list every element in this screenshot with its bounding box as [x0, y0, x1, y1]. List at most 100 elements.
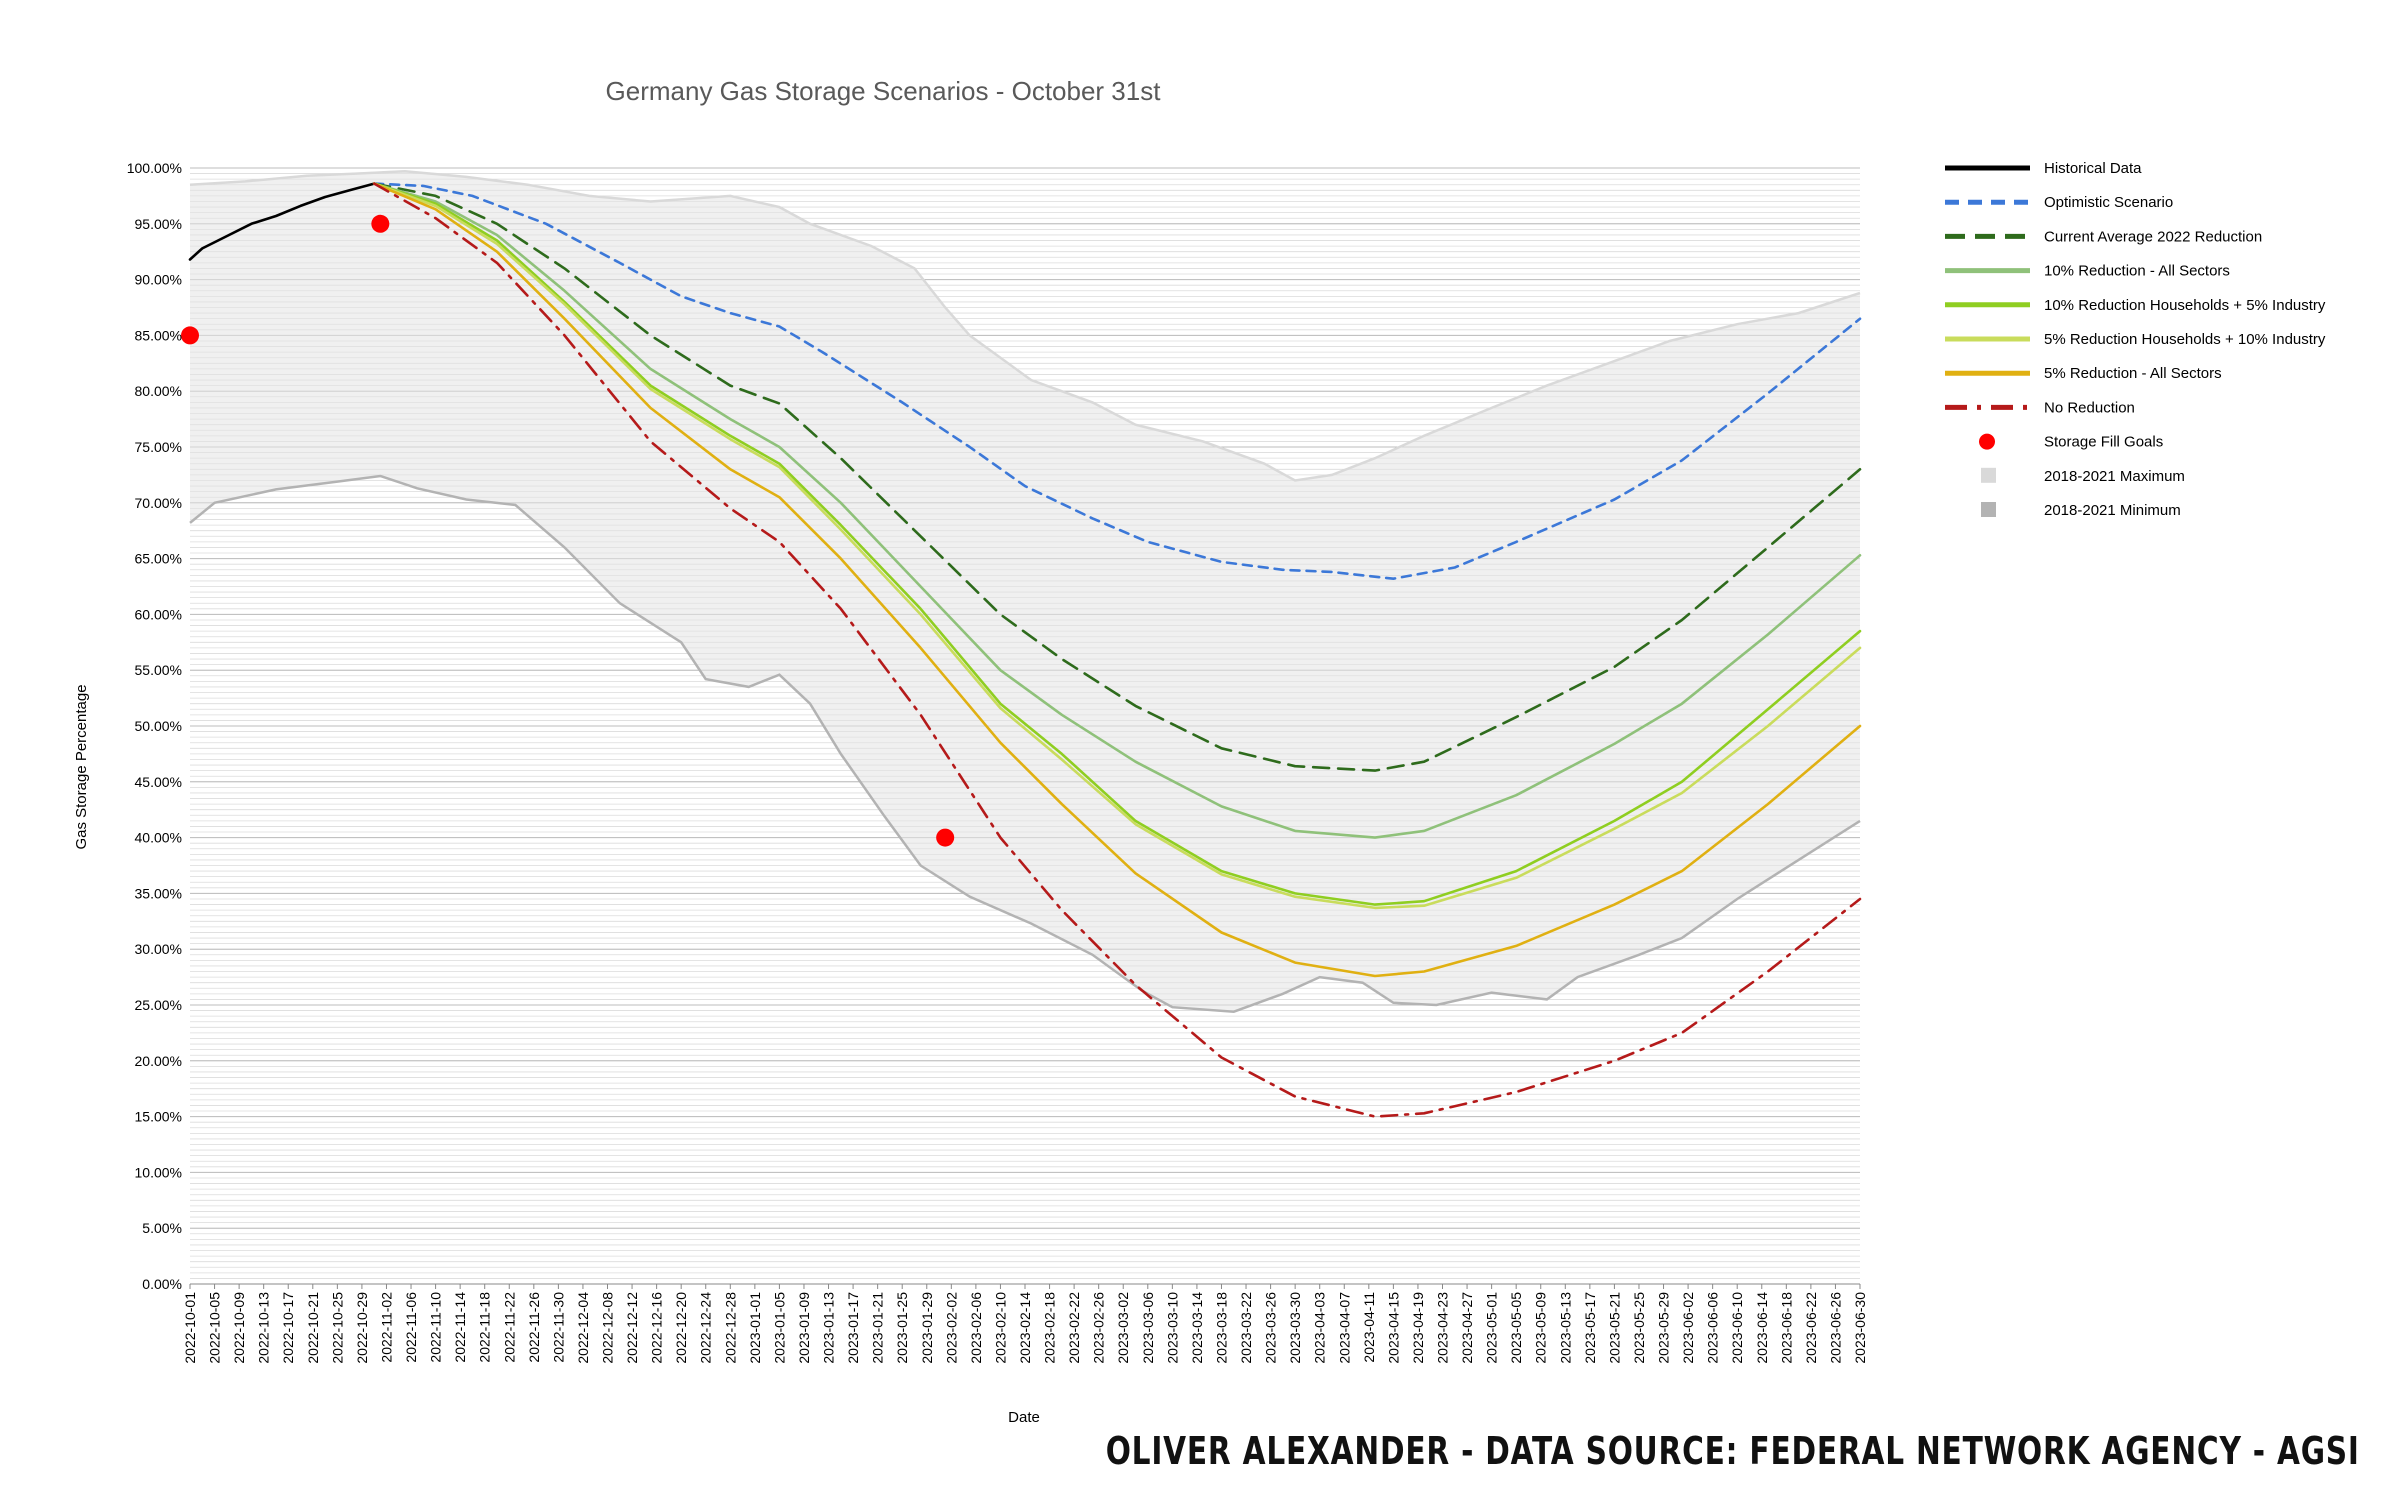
- x-tick-label: 2022-11-18: [477, 1292, 493, 1363]
- x-tick-label: 2023-04-15: [1385, 1292, 1401, 1364]
- x-tick-label: 2023-05-25: [1631, 1292, 1647, 1364]
- x-tick-label: 2022-11-26: [526, 1292, 542, 1363]
- y-tick-label: 100.00%: [127, 160, 182, 176]
- x-tick-label: 2022-11-22: [501, 1292, 517, 1363]
- x-tick-label: 2023-01-01: [747, 1292, 763, 1364]
- marker-layer: [181, 214, 955, 847]
- y-tick-label: 75.00%: [135, 439, 182, 455]
- y-tick-label: 30.00%: [135, 941, 182, 957]
- legend-label: Historical Data: [2044, 160, 2142, 177]
- x-tick-label: 2023-04-11: [1361, 1292, 1377, 1363]
- x-tick-label: 2023-01-13: [821, 1292, 837, 1364]
- y-tick-label: 15.00%: [135, 1109, 182, 1125]
- y-tick-label: 20.00%: [135, 1053, 182, 1069]
- x-tick-label: 2023-06-14: [1754, 1292, 1770, 1364]
- x-tick-label: 2022-10-21: [305, 1292, 321, 1364]
- storage-fill-goal-marker: [181, 326, 199, 345]
- y-tick-label: 0.00%: [142, 1276, 182, 1292]
- series-line-optimistic-scenario: [372, 182, 1862, 580]
- legend-swatch-storage-fill-goals: [1979, 433, 1995, 450]
- x-tick-label: 2023-06-30: [1852, 1292, 1868, 1364]
- x-tick-label: 2023-01-17: [845, 1292, 861, 1364]
- x-tick-label: 2022-11-10: [428, 1292, 444, 1363]
- legend: Historical Data Optimistic Scenario Curren…: [1945, 160, 2326, 519]
- series-line-current-average-2022-reduction: [372, 182, 1862, 772]
- x-tick-label: 2022-12-20: [673, 1292, 689, 1364]
- x-tick-label: 2023-04-23: [1435, 1292, 1451, 1364]
- x-tick-label: 2023-02-02: [943, 1292, 959, 1364]
- legend-item: 10% Reduction - All Sectors: [1945, 263, 2230, 280]
- x-tick-label: 2022-12-12: [624, 1292, 640, 1364]
- series-line-no-reduction: [372, 182, 1862, 1118]
- x-tick-label: 2023-05-13: [1557, 1292, 1573, 1364]
- band-max-line: [189, 170, 1861, 482]
- x-tick-label: 2023-05-05: [1508, 1292, 1524, 1364]
- x-tick-label: 2022-10-09: [231, 1292, 247, 1364]
- legend-label: 5% Reduction - All Sectors: [2044, 365, 2222, 382]
- legend-item: 5% Reduction - All Sectors: [1945, 365, 2222, 382]
- legend-label: 2018-2021 Minimum: [2044, 502, 2181, 519]
- legend-item: 2018-2021 Maximum: [1981, 467, 2185, 485]
- x-tick-label: 2023-03-10: [1164, 1292, 1180, 1364]
- x-tick-label: 2023-06-26: [1827, 1292, 1843, 1364]
- x-tick-label: 2022-11-14: [452, 1292, 468, 1363]
- legend-label: 2018-2021 Maximum: [2044, 468, 2185, 485]
- y-tick-label: 25.00%: [135, 997, 182, 1013]
- x-tick-label: 2022-10-13: [256, 1292, 272, 1364]
- series-line-5-reduction-households-10-industry: [372, 182, 1862, 910]
- x-tick-label: 2023-04-27: [1459, 1292, 1475, 1364]
- series-line-10-reduction-all-sectors: [372, 182, 1862, 839]
- x-tick-label: 2023-01-09: [796, 1292, 812, 1364]
- legend-item: Optimistic Scenario: [1945, 194, 2173, 211]
- x-tick-label: 2023-01-21: [870, 1292, 886, 1364]
- y-tick-label: 65.00%: [135, 551, 182, 567]
- band-min-line: [189, 474, 1861, 1013]
- legend-item: No Reduction: [1945, 399, 2135, 416]
- x-tick-label: 2023-05-29: [1656, 1292, 1672, 1364]
- x-axis-label: Date: [1008, 1409, 1040, 1426]
- y-tick-label: 90.00%: [135, 272, 182, 288]
- band-layer: [189, 170, 1861, 1013]
- x-tick-label: 2022-12-08: [600, 1292, 616, 1364]
- storage-fill-goal-marker: [936, 828, 955, 847]
- y-tick-label: 50.00%: [135, 718, 182, 734]
- x-tick-label: 2022-12-24: [698, 1292, 714, 1364]
- legend-swatch-2018-2021-minimum: [1981, 502, 1996, 517]
- series-line-10-reduction-households-5-industry: [372, 182, 1862, 906]
- series-layer: [188, 182, 1862, 1118]
- x-tick-label: 2023-03-14: [1189, 1292, 1205, 1364]
- legend-label: 10% Reduction Households + 5% Industry: [2044, 297, 2326, 314]
- y-tick-label: 5.00%: [142, 1220, 182, 1236]
- legend-label: No Reduction: [2044, 399, 2135, 416]
- x-tick-label: 2022-11-30: [550, 1292, 566, 1363]
- legend-item: 10% Reduction Households + 5% Industry: [1945, 297, 2326, 314]
- y-axis-label: Gas Storage Percentage: [73, 684, 90, 849]
- legend-item: Historical Data: [1945, 160, 2142, 177]
- credit-text: OLIVER ALEXANDER - DATA SOURCE: FEDERAL …: [1105, 1429, 2360, 1473]
- x-tick-label: 2023-06-18: [1778, 1292, 1794, 1364]
- series-line-5-reduction-all-sectors: [372, 182, 1862, 978]
- legend-label: Optimistic Scenario: [2044, 194, 2173, 211]
- x-tick-label: 2023-03-06: [1140, 1292, 1156, 1364]
- y-tick-label: 85.00%: [135, 327, 182, 343]
- x-tick-label: 2023-05-17: [1582, 1292, 1598, 1364]
- band-fill: [190, 171, 1860, 1012]
- x-tick-labels: 2022-10-01 2022-10-05 2022-10-09 2022-10-13…: [182, 1283, 1868, 1364]
- x-tick-label: 2022-10-17: [280, 1292, 296, 1364]
- legend-item: 5% Reduction Households + 10% Industry: [1945, 331, 2326, 348]
- x-tick-label: 2023-03-22: [1238, 1292, 1254, 1364]
- y-tick-label: 60.00%: [135, 606, 182, 622]
- x-tick-label: 2023-06-22: [1803, 1292, 1819, 1364]
- series-line-historical-data: [188, 182, 376, 261]
- x-tick-label: 2023-01-29: [919, 1292, 935, 1364]
- y-tick-label: 45.00%: [135, 774, 182, 790]
- x-tick-label: 2022-10-01: [182, 1292, 198, 1364]
- x-tick-label: 2023-03-18: [1213, 1292, 1229, 1364]
- legend-label: 5% Reduction Households + 10% Industry: [2044, 331, 2326, 348]
- legend-item: Current Average 2022 Reduction: [1945, 228, 2262, 245]
- x-tick-label: 2023-04-07: [1336, 1292, 1352, 1364]
- x-tick-label: 2023-02-10: [992, 1292, 1008, 1364]
- x-tick-label: 2023-04-03: [1312, 1292, 1328, 1364]
